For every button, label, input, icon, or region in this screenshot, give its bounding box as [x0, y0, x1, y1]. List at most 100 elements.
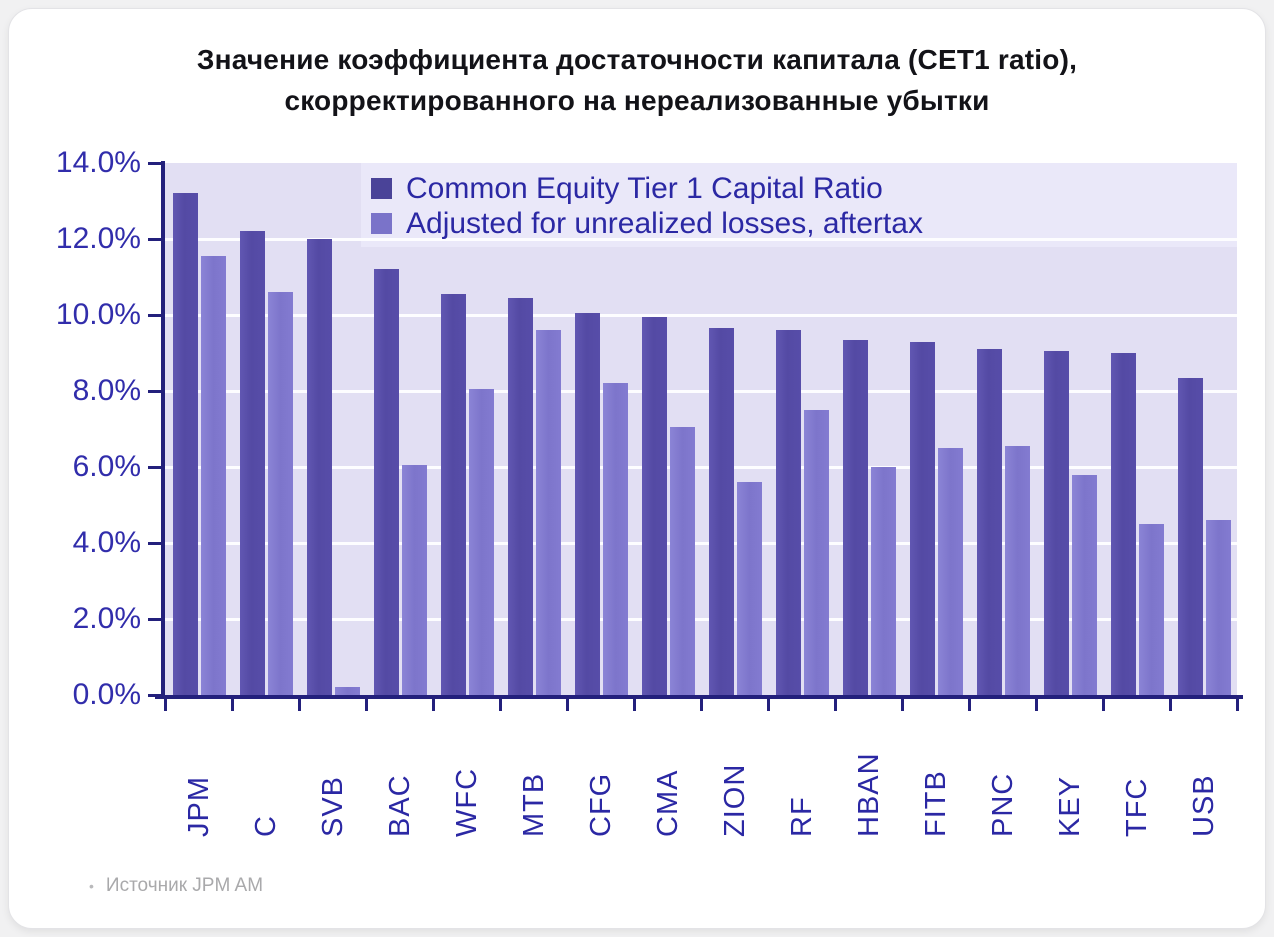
- legend-label-adjusted: Adjusted for unrealized losses, aftertax: [406, 206, 923, 240]
- y-axis-line: [161, 161, 165, 699]
- x-tick: [1235, 699, 1239, 711]
- bar-usb-cet1: [1178, 377, 1203, 695]
- page-title: Значение коэффициента достаточности капи…: [9, 39, 1265, 121]
- bar-zion-adjusted: [737, 482, 762, 695]
- bar-fitb-adjusted: [938, 448, 963, 695]
- bar-svb-adjusted: [335, 687, 360, 695]
- bar-c-adjusted: [268, 292, 293, 695]
- y-tick-label: 4.0%: [72, 526, 141, 559]
- bar-hban-adjusted: [871, 467, 896, 695]
- x-tick: [230, 699, 234, 711]
- bullet-icon: •: [89, 878, 94, 894]
- y-tick-label: 14.0%: [55, 146, 141, 179]
- x-category-label-usb: USB: [1187, 774, 1220, 837]
- x-category-label-cfg: CFG: [584, 772, 617, 837]
- bar-mtb-adjusted: [536, 330, 561, 695]
- bar-rf-cet1: [776, 330, 801, 695]
- x-tick: [967, 699, 971, 711]
- bar-mtb-cet1: [508, 297, 533, 695]
- plot-area: Common Equity Tier 1 Capital Ratio Adjus…: [165, 163, 1237, 695]
- bar-usb-adjusted: [1206, 520, 1231, 695]
- gridline-4: [165, 541, 1237, 545]
- bar-cfg-cet1: [575, 313, 600, 695]
- legend-item-cet1: Common Equity Tier 1 Capital Ratio: [371, 171, 923, 206]
- y-tick-label: 2.0%: [72, 602, 141, 635]
- y-tick-8.0%: [148, 389, 162, 393]
- x-tick: [900, 699, 904, 711]
- x-category-label-svb: SVB: [316, 775, 349, 837]
- legend-label-cet1: Common Equity Tier 1 Capital Ratio: [406, 171, 883, 205]
- x-tick: [565, 699, 569, 711]
- bar-key-adjusted: [1072, 474, 1097, 695]
- x-category-label-tfc: TFC: [1120, 777, 1153, 837]
- bar-c-cet1: [240, 231, 265, 695]
- bar-wfc-cet1: [441, 294, 466, 695]
- x-tick: [1168, 699, 1172, 711]
- gridline-2: [165, 617, 1237, 621]
- y-tick-0.0%: [148, 693, 162, 697]
- legend-swatch-cet1-icon: [371, 178, 392, 199]
- chart-card: Значение коэффициента достаточности капи…: [8, 8, 1266, 929]
- title-line-2: скорректированного на нереализованные уб…: [284, 85, 990, 116]
- bar-svb-cet1: [307, 239, 332, 695]
- bar-tfc-cet1: [1111, 353, 1136, 695]
- legend-swatch-adjusted-icon: [371, 213, 392, 234]
- bar-pnc-adjusted: [1005, 446, 1030, 695]
- bar-key-cet1: [1044, 351, 1069, 695]
- x-category-label-key: KEY: [1053, 775, 1086, 837]
- x-category-label-hban: HBAN: [852, 752, 885, 837]
- y-tick-12.0%: [148, 237, 162, 241]
- y-tick-2.0%: [148, 617, 162, 621]
- x-tick: [699, 699, 703, 711]
- legend-item-adjusted: Adjusted for unrealized losses, aftertax: [371, 206, 923, 241]
- title-line-1: Значение коэффициента достаточности капи…: [196, 44, 1078, 75]
- x-tick: [297, 699, 301, 711]
- y-tick-label: 12.0%: [55, 222, 141, 255]
- y-tick-4.0%: [148, 541, 162, 545]
- bar-cfg-adjusted: [603, 383, 628, 695]
- x-category-label-rf: RF: [785, 796, 818, 837]
- y-tick-label: 6.0%: [72, 450, 141, 483]
- bar-bac-adjusted: [402, 465, 427, 695]
- bar-jpm-adjusted: [201, 256, 226, 695]
- y-tick-6.0%: [148, 465, 162, 469]
- bar-cma-cet1: [642, 316, 667, 695]
- x-category-label-cma: CMA: [651, 769, 684, 837]
- legend: Common Equity Tier 1 Capital Ratio Adjus…: [371, 171, 923, 241]
- bar-bac-cet1: [374, 269, 399, 695]
- legend-band: [361, 163, 1237, 247]
- x-category-label-jpm: JPM: [182, 776, 215, 837]
- x-category-label-pnc: PNC: [986, 772, 1019, 837]
- bar-cma-adjusted: [670, 427, 695, 695]
- x-category-label-zion: ZION: [718, 763, 751, 837]
- gridline-12: [165, 237, 1237, 241]
- gridline-8: [165, 389, 1237, 393]
- y-tick-10.0%: [148, 313, 162, 317]
- x-tick: [766, 699, 770, 711]
- x-tick: [364, 699, 368, 711]
- bar-fitb-cet1: [910, 341, 935, 695]
- x-tick: [431, 699, 435, 711]
- x-tick: [1034, 699, 1038, 711]
- x-tick: [632, 699, 636, 711]
- x-category-label-fitb: FITB: [919, 770, 952, 837]
- x-axis-line: [155, 695, 1243, 699]
- bar-hban-cet1: [843, 339, 868, 695]
- y-tick-label: 10.0%: [55, 298, 141, 331]
- x-category-label-mtb: MTB: [517, 772, 550, 837]
- x-tick: [163, 699, 167, 711]
- bar-pnc-cet1: [977, 349, 1002, 695]
- bar-wfc-adjusted: [469, 389, 494, 695]
- x-tick: [1101, 699, 1105, 711]
- gridline-6: [165, 465, 1237, 469]
- source-text: Источник JPM AM: [105, 875, 264, 896]
- gridline-10: [165, 313, 1237, 317]
- x-tick: [498, 699, 502, 711]
- x-category-label-wfc: WFC: [450, 767, 483, 837]
- bar-tfc-adjusted: [1139, 524, 1164, 695]
- source-note: • Источник JPM AM: [89, 875, 263, 897]
- y-tick-14.0%: [148, 161, 162, 165]
- y-tick-label: 8.0%: [72, 374, 141, 407]
- x-category-label-bac: BAC: [383, 774, 416, 837]
- bar-jpm-cet1: [173, 193, 198, 695]
